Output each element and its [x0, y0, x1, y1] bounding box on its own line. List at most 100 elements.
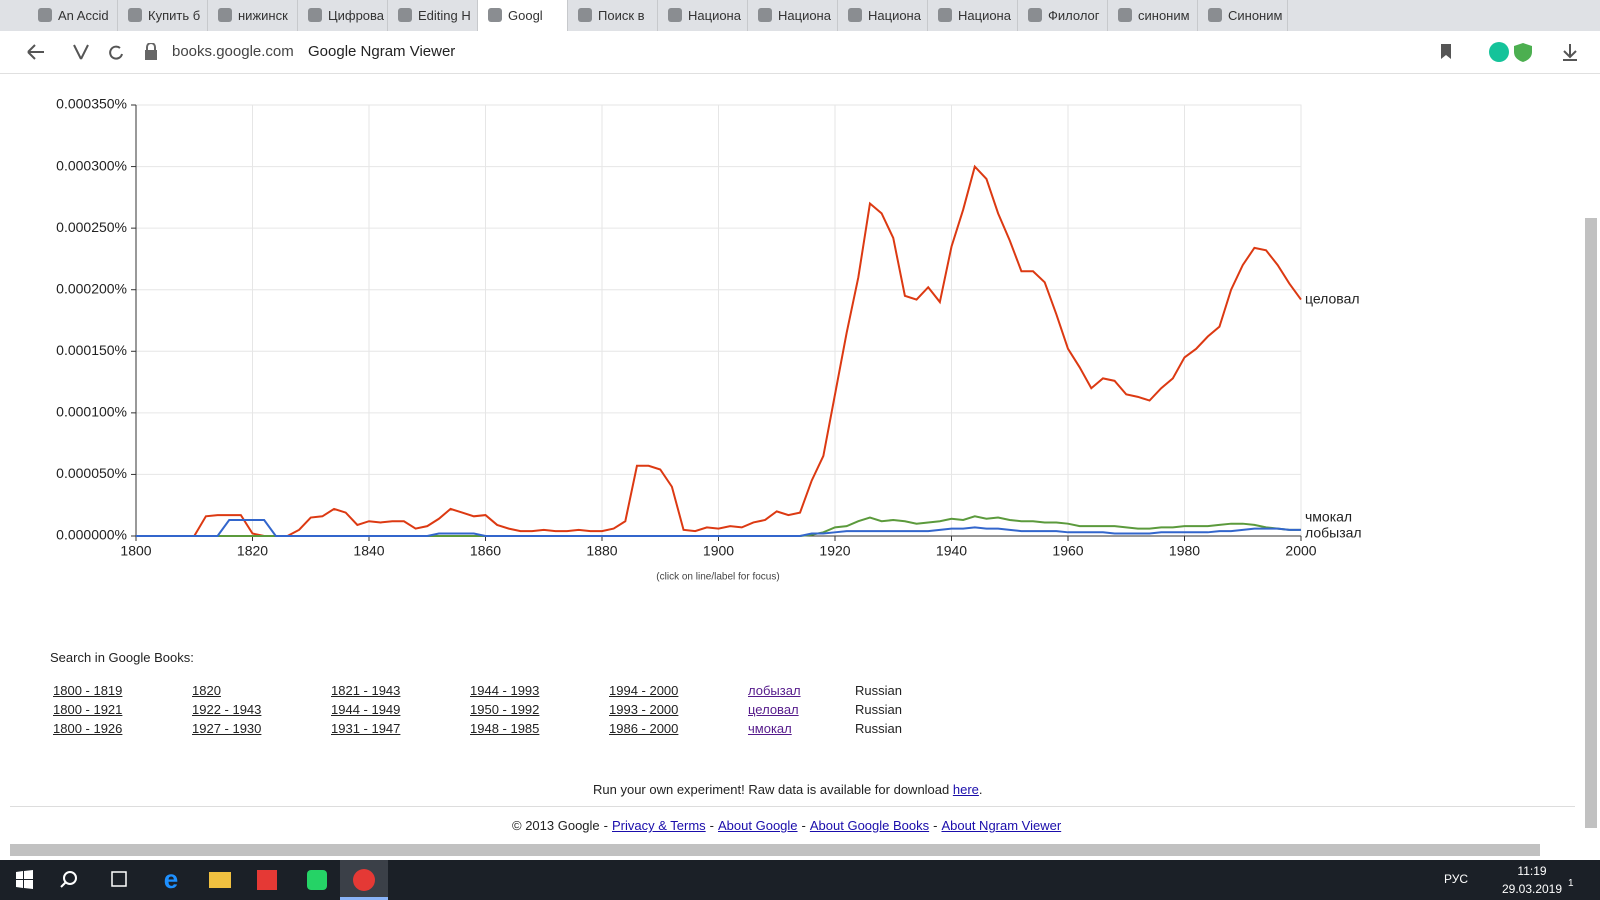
- footer: © 2013 Google - Privacy & Terms - About Goog…: [512, 818, 1061, 833]
- taskbar-icons[interactable]: e: [0, 860, 400, 900]
- x-tick-label: 1960: [1052, 543, 1083, 559]
- search-heading: Search in Google Books:: [50, 650, 194, 665]
- search-link[interactable]: 1800 - 1819: [53, 683, 123, 698]
- language-label: Russian: [855, 683, 902, 698]
- tab-icon: [578, 8, 592, 22]
- y-tick-label: 0.000350%: [56, 96, 127, 112]
- x-tick-label: 1900: [703, 543, 734, 559]
- tab[interactable]: Национа: [658, 0, 748, 31]
- search-link[interactable]: 1800 - 1921: [53, 702, 123, 717]
- search-link[interactable]: 1993 - 2000: [609, 702, 679, 717]
- footer-separator: -: [709, 818, 715, 833]
- series-line[interactable]: [136, 518, 1301, 537]
- raw-data-text: Run your own experiment! Raw data is ava…: [593, 782, 950, 797]
- notification-count[interactable]: 1: [1568, 878, 1574, 889]
- tab-title: Национа: [868, 8, 921, 23]
- footer-link[interactable]: About Google Books: [809, 818, 930, 833]
- series-line[interactable]: [136, 164, 1302, 537]
- tab-title: An Accid: [58, 8, 109, 23]
- nav-icons[interactable]: [16, 42, 126, 62]
- taskbar: e РУС 11:19 29.03.2019 1: [0, 860, 1600, 900]
- tab[interactable]: синоним: [1108, 0, 1198, 31]
- footer-separator: -: [603, 818, 608, 833]
- search-link[interactable]: 1950 - 1992: [470, 702, 540, 717]
- tab[interactable]: Цифрова: [298, 0, 388, 31]
- search-link[interactable]: 1820: [192, 683, 221, 698]
- chart: (click on line/label for focus) 0.000000…: [56, 96, 1362, 583]
- tab[interactable]: Googl: [478, 0, 568, 31]
- tab[interactable]: Филолог: [1018, 0, 1108, 31]
- y-tick-label: 0.000250%: [56, 219, 127, 235]
- search-link[interactable]: 1922 - 1943: [192, 702, 262, 717]
- footer-link[interactable]: Privacy & Terms: [612, 818, 706, 833]
- tab-icon: [1208, 8, 1222, 22]
- tab-title: нижинск: [238, 8, 288, 23]
- series-label[interactable]: лобызал: [1305, 525, 1362, 541]
- tab-icon: [308, 8, 322, 22]
- tab[interactable]: Editing H: [388, 0, 478, 31]
- y-tick-label: 0.000150%: [56, 342, 127, 358]
- tab-icon: [668, 8, 682, 22]
- tab[interactable]: Национа: [838, 0, 928, 31]
- tab-icon: [398, 8, 412, 22]
- x-tick-label: 1860: [470, 543, 501, 559]
- tab[interactable]: Национа: [748, 0, 838, 31]
- x-tick-label: 1920: [819, 543, 850, 559]
- toolbar-icons[interactable]: [1438, 41, 1578, 63]
- tab-title: Национа: [778, 8, 831, 23]
- language[interactable]: РУС: [1444, 872, 1469, 886]
- raw-data-link[interactable]: here: [952, 782, 979, 797]
- lock-icon: [145, 43, 157, 60]
- tab[interactable]: Национа: [928, 0, 1018, 31]
- search-link[interactable]: целовал: [748, 702, 799, 717]
- series-label[interactable]: чмокал: [1305, 509, 1352, 525]
- footer-link[interactable]: About Ngram Viewer: [941, 818, 1062, 833]
- x-tick-label: 1800: [120, 543, 151, 559]
- tab-icon: [488, 8, 502, 22]
- clock[interactable]: 11:19 29.03.2019: [1500, 864, 1564, 896]
- search-link[interactable]: 1948 - 1985: [470, 721, 540, 736]
- search-link[interactable]: 1944 - 1949: [331, 702, 401, 717]
- y-tick-label: 0.000000%: [56, 527, 127, 543]
- search-link[interactable]: 1821 - 1943: [331, 683, 401, 698]
- tab-bar: An Accid Купить б нижинск Цифрова Editing H G…: [0, 0, 1600, 31]
- tab[interactable]: An Accid: [28, 0, 118, 31]
- search-link[interactable]: чмокал: [748, 721, 792, 736]
- tab-title: синоним: [1138, 8, 1190, 23]
- y-tick-label: 0.000050%: [56, 465, 127, 481]
- y-tick-label: 0.000300%: [56, 157, 127, 173]
- tab-icon: [758, 8, 772, 22]
- tab[interactable]: Синоним: [1198, 0, 1288, 31]
- search-link[interactable]: 1986 - 2000: [609, 721, 679, 736]
- tab-title: Филолог: [1048, 8, 1100, 23]
- footer-rule: [10, 806, 1575, 807]
- vertical-scrollbar[interactable]: [1585, 218, 1597, 828]
- search-link[interactable]: 1994 - 2000: [609, 683, 679, 698]
- url[interactable]: books.google.com: [172, 43, 294, 60]
- tab-title: Цифрова: [328, 8, 385, 23]
- tab-title: Поиск в: [598, 8, 645, 23]
- footer-link[interactable]: About Google: [718, 818, 798, 833]
- search-link[interactable]: 1800 - 1926: [53, 721, 123, 736]
- tab-title: Купить б: [148, 8, 201, 23]
- horizontal-scrollbar[interactable]: [10, 844, 1540, 856]
- tab[interactable]: нижинск: [208, 0, 298, 31]
- search-link[interactable]: 1927 - 1930: [192, 721, 262, 736]
- x-tick-label: 1840: [353, 543, 384, 559]
- search-link[interactable]: лобызал: [748, 683, 801, 698]
- raw-data-end: .: [978, 782, 983, 797]
- tab-title: Googl: [508, 8, 543, 23]
- series-label[interactable]: целовал: [1305, 290, 1360, 306]
- language-label: Russian: [855, 702, 902, 717]
- y-tick-label: 0.000200%: [56, 280, 127, 296]
- tab-title: Национа: [688, 8, 741, 23]
- search-link[interactable]: 1944 - 1993: [470, 683, 540, 698]
- tab[interactable]: Поиск в: [568, 0, 658, 31]
- tab[interactable]: Купить б: [118, 0, 208, 31]
- tab-title: Национа: [958, 8, 1011, 23]
- tab-icon: [848, 8, 862, 22]
- address-bar: books.google.com Google Ngram Viewer: [0, 31, 1600, 74]
- search-link[interactable]: 1931 - 1947: [331, 721, 401, 736]
- time: 11:19: [1517, 864, 1547, 878]
